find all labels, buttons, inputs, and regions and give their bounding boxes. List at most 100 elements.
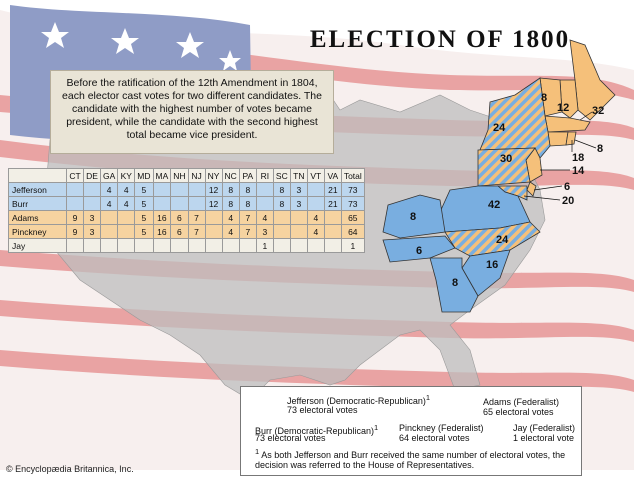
legend-burr-name: Burr (Democratic-Republican)1	[255, 423, 379, 436]
vote-cell: 4	[221, 210, 240, 225]
state-rhode-island	[565, 131, 577, 146]
table-row: Jefferson 4 4 5 12 8 8 8 3 21 73	[8, 182, 365, 197]
vote-cell	[289, 210, 308, 225]
vote-cell	[83, 238, 101, 253]
state-vote-labels: 8 12 32 8 18 14 24 30 6 20 42 8 24 6 16 …	[410, 92, 604, 289]
vote-cell	[152, 238, 172, 253]
vote-cell	[83, 196, 101, 211]
vote-cell: 7	[238, 210, 257, 225]
electoral-vote-table: CT DE GA KY MD MA NH NJ NY NC PA RI SC T…	[8, 168, 365, 253]
vote-cell	[187, 182, 206, 197]
vote-cell: 4	[117, 196, 136, 211]
state-pennsylvania	[477, 147, 536, 187]
col-ri: RI	[255, 168, 274, 183]
label-delaware: 6	[564, 181, 570, 193]
label-massachusetts: 32	[592, 105, 604, 117]
legend-adams-name: Adams (Federalist)	[483, 397, 560, 407]
label-south-carolina: 16	[486, 259, 498, 271]
vote-cell: 12	[204, 196, 223, 211]
vote-cell	[289, 238, 308, 253]
vote-cell	[170, 238, 189, 253]
legend-pinckney-votes: 64 electoral votes	[399, 433, 470, 443]
intro-text: Before the ratification of the 12th Amen…	[50, 70, 334, 154]
vote-cell	[99, 210, 119, 225]
vote-cell	[289, 224, 308, 239]
col-total: Total	[340, 168, 365, 183]
vote-cell	[323, 210, 342, 225]
vote-cell: 4	[99, 196, 119, 211]
vote-cell: 5	[134, 182, 154, 197]
vote-cell: 8	[221, 196, 240, 211]
page-title: ELECTION OF 1800	[309, 26, 571, 53]
col-ma: MA	[152, 168, 172, 183]
vote-cell	[117, 238, 136, 253]
col-sc: SC	[272, 168, 291, 183]
label-georgia: 8	[452, 277, 458, 289]
col-ct: CT	[66, 168, 84, 183]
candidate-name: Adams	[8, 210, 67, 225]
vote-cell: 5	[134, 196, 154, 211]
col-tn: TN	[289, 168, 308, 183]
legend-burr-votes: 73 electoral votes	[255, 433, 326, 443]
vote-cell	[170, 196, 189, 211]
vote-cell	[152, 196, 172, 211]
vote-cell	[152, 182, 172, 197]
vote-cell: 5	[134, 210, 154, 225]
legend-pinckney-name: Pinckney (Federalist)	[399, 423, 484, 433]
vote-cell	[170, 182, 189, 197]
label-north-carolina: 24	[496, 234, 509, 246]
candidate-name: Jay	[8, 238, 67, 253]
label-connecticut: 8	[597, 143, 603, 155]
label-kentucky: 8	[410, 211, 416, 223]
vote-cell: 73	[340, 182, 365, 197]
state-georgia	[429, 257, 479, 313]
vote-cell: 4	[255, 210, 274, 225]
vote-cell	[238, 238, 257, 253]
vote-cell: 3	[83, 224, 101, 239]
legend-jay-name: Jay (Federalist)	[513, 423, 576, 433]
legend-adams-votes: 65 electoral votes	[483, 407, 554, 417]
vote-cell	[204, 210, 223, 225]
col-ky: KY	[117, 168, 136, 183]
vote-cell: 4	[306, 224, 325, 239]
vote-cell: 9	[66, 210, 84, 225]
vote-cell	[187, 238, 206, 253]
state-north-carolina	[444, 221, 541, 257]
vote-cell	[306, 196, 325, 211]
state-delaware	[526, 181, 537, 197]
table-row: Pinckney 9 3 5 16 6 7 4 7 3 4 64	[8, 224, 365, 239]
vote-cell	[255, 196, 274, 211]
vote-cell	[323, 224, 342, 239]
vote-cell: 16	[152, 224, 172, 239]
col-ga: GA	[99, 168, 119, 183]
legend-jefferson-votes: 73 electoral votes	[287, 405, 358, 415]
col-nj: NJ	[187, 168, 206, 183]
vote-cell	[255, 182, 274, 197]
candidate-name: Pinckney	[8, 224, 67, 239]
col-vt: VT	[306, 168, 325, 183]
state-new-york	[479, 77, 551, 159]
col-md: MD	[134, 168, 154, 183]
vote-cell	[187, 196, 206, 211]
vote-cell: 6	[170, 210, 189, 225]
vote-cell	[306, 238, 325, 253]
col-pa: PA	[238, 168, 257, 183]
vote-cell: 8	[238, 182, 257, 197]
vote-cell	[83, 182, 101, 197]
label-maryland: 20	[562, 195, 574, 207]
vote-cell: 64	[340, 224, 365, 239]
vote-cell: 3	[289, 182, 308, 197]
vote-cell: 8	[221, 182, 240, 197]
label-rhode-island: 18	[572, 152, 584, 164]
vote-cell: 4	[221, 224, 240, 239]
legend: Jefferson (Democratic-Republican)1 73 el…	[240, 386, 582, 476]
table-row: Jay 1 1	[8, 238, 365, 253]
vote-cell	[221, 238, 240, 253]
legend-jay-votes: 1 electoral vote	[513, 433, 575, 443]
vote-cell: 7	[187, 210, 206, 225]
vote-cell: 21	[323, 182, 342, 197]
vote-cell	[272, 224, 291, 239]
vote-cell: 12	[204, 182, 223, 197]
vote-cell	[134, 238, 154, 253]
vote-cell	[99, 238, 119, 253]
